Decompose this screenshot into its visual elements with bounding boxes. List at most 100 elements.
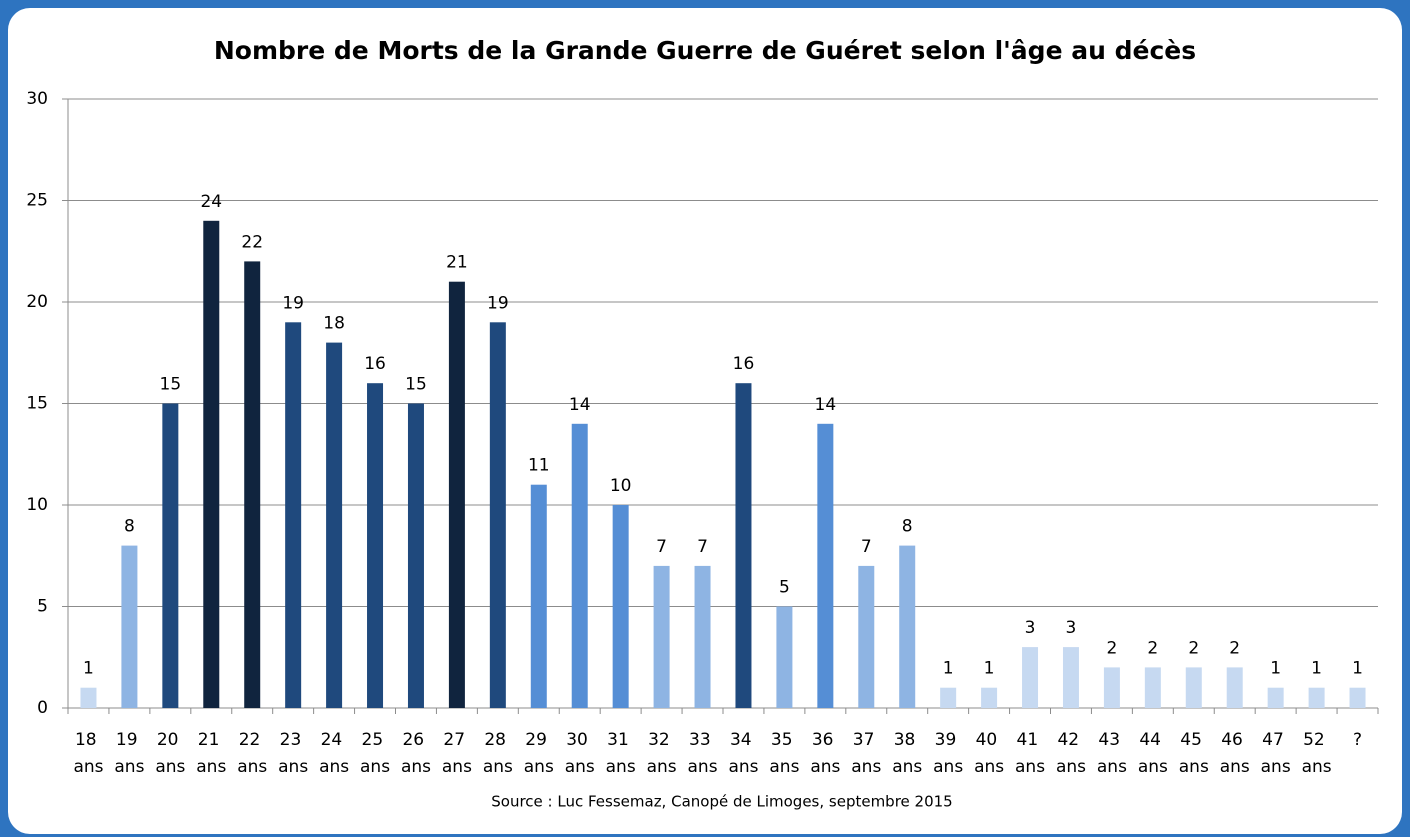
y-tick-label: 30: [26, 89, 48, 109]
x-tick-label: 41 ans: [1015, 730, 1045, 777]
data-label: 1: [1352, 659, 1363, 679]
x-tick-label: 36 ans: [810, 730, 840, 777]
data-label: 15: [405, 375, 427, 395]
data-label: 19: [282, 293, 304, 313]
y-tick-label: 15: [26, 394, 48, 414]
bar: [1022, 647, 1039, 708]
y-tick-label: 20: [26, 292, 48, 312]
data-label: 8: [902, 517, 913, 537]
x-tick-label: 45 ans: [1179, 730, 1209, 777]
data-label: 10: [610, 476, 632, 496]
bar: [899, 545, 916, 708]
data-label: 1: [1270, 659, 1281, 679]
bar: [940, 687, 957, 708]
bar: [981, 687, 998, 708]
x-tick-label: 21 ans: [196, 730, 226, 777]
panel: [8, 8, 1402, 834]
bar: [1103, 667, 1120, 708]
x-tick-label: 19 ans: [114, 730, 144, 777]
x-tick-label: 33 ans: [688, 730, 718, 777]
bar: [407, 403, 424, 708]
data-label: 7: [861, 537, 872, 557]
bar: [1144, 667, 1161, 708]
y-tick-label: 25: [26, 191, 48, 211]
x-tick-label: 22 ans: [237, 730, 267, 777]
x-tick-label: 32 ans: [647, 730, 677, 777]
chart-title: Nombre de Morts de la Grande Guerre de G…: [214, 36, 1196, 65]
source: Source : Luc Fessemaz, Canopé de Limoges…: [491, 793, 952, 811]
bar: [448, 281, 465, 708]
y-tick-label: 0: [37, 698, 48, 718]
data-label: 2: [1229, 638, 1240, 658]
data-label: 3: [1025, 618, 1036, 638]
data-label: 8: [124, 517, 135, 537]
data-label: 1: [984, 659, 995, 679]
x-tick-label: 18 ans: [73, 730, 103, 777]
data-label: 1: [943, 659, 954, 679]
x-tick-label: 25 ans: [360, 730, 390, 777]
data-label: 2: [1147, 638, 1158, 658]
x-tick-label: 47 ans: [1261, 730, 1291, 777]
bar: [489, 322, 506, 708]
data-label: 14: [569, 395, 591, 415]
x-tick-label: 24 ans: [319, 730, 349, 777]
x-tick-label: 31 ans: [606, 730, 636, 777]
data-label: 14: [815, 395, 837, 415]
x-tick-label: 20 ans: [155, 730, 185, 777]
bar: [244, 261, 261, 708]
bar: [612, 505, 629, 708]
x-tick-label: ?: [1353, 730, 1362, 750]
bar: [1226, 667, 1243, 708]
data-label: 7: [656, 537, 667, 557]
y-tick-label: 10: [26, 495, 48, 515]
x-tick-label: 52 ans: [1302, 730, 1332, 777]
x-tick-label: 34 ans: [728, 730, 758, 777]
x-tick-label: 35 ans: [769, 730, 799, 777]
x-tick-label: 46 ans: [1220, 730, 1250, 777]
bar: [817, 423, 834, 708]
bar: [735, 383, 752, 708]
bar: [653, 565, 670, 708]
bar: [1062, 647, 1079, 708]
x-tick-label: 40 ans: [974, 730, 1004, 777]
bar: [80, 687, 97, 708]
x-tick-label: 30 ans: [565, 730, 595, 777]
data-label: 24: [200, 192, 222, 212]
bar: [694, 565, 711, 708]
x-tick-label: 27 ans: [442, 730, 472, 777]
x-tick-label: 29 ans: [524, 730, 554, 777]
bar: [571, 423, 588, 708]
data-label: 3: [1066, 618, 1077, 638]
bar: [1267, 687, 1284, 708]
bar: [530, 484, 547, 708]
x-tick-label: 26 ans: [401, 730, 431, 777]
bar: [858, 565, 875, 708]
data-label: 11: [528, 456, 550, 476]
x-tick-label: 37 ans: [851, 730, 881, 777]
bar: [1308, 687, 1325, 708]
data-label: 1: [1311, 659, 1322, 679]
bar: [285, 322, 302, 708]
x-tick-label: 42 ans: [1056, 730, 1086, 777]
bar: [776, 606, 793, 708]
data-label: 2: [1106, 638, 1117, 658]
bar: [1349, 687, 1366, 708]
x-tick-label: 23 ans: [278, 730, 308, 777]
bar: [121, 545, 138, 708]
data-label: 18: [323, 314, 345, 334]
bar: [162, 403, 179, 708]
y-tick-label: 5: [37, 597, 48, 617]
data-label: 5: [779, 578, 790, 598]
bar: [367, 383, 384, 708]
bar: [326, 342, 343, 708]
data-label: 19: [487, 293, 509, 313]
x-tick-label: 28 ans: [483, 730, 513, 777]
data-label: 2: [1188, 638, 1199, 658]
data-label: 16: [733, 354, 755, 374]
data-label: 7: [697, 537, 708, 557]
bar: [203, 220, 220, 709]
x-tick-label: 44 ans: [1138, 730, 1168, 777]
bar: [1185, 667, 1202, 708]
